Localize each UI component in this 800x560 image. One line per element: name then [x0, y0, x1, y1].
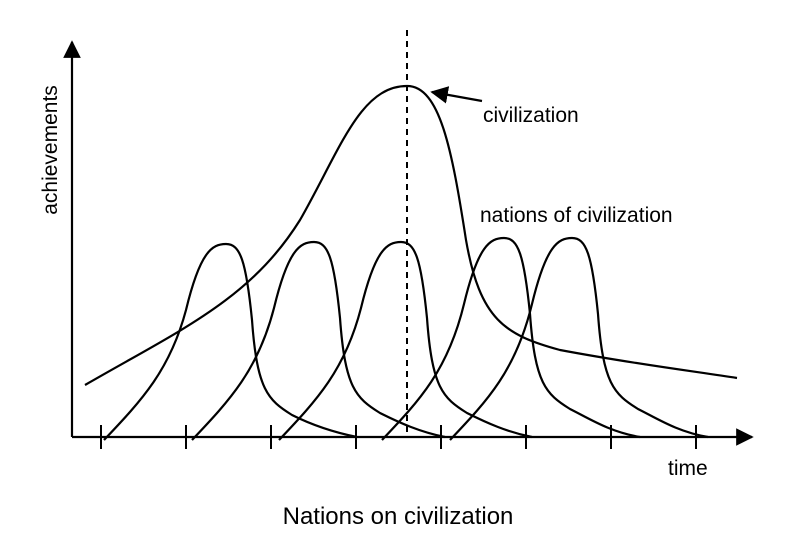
nation-curve: [191, 240, 446, 441]
nations-label: nations of civilization: [480, 204, 673, 227]
nation-curve: [381, 236, 641, 441]
caption: Nations on civilization: [283, 503, 514, 530]
x-axis-label: time: [668, 457, 708, 480]
nation-curve: [103, 242, 358, 441]
civilization-label: civilization: [483, 104, 579, 127]
y-axis-label: achievements: [39, 85, 62, 215]
pointer-arrow: [430, 86, 483, 104]
civilization-curve: [84, 84, 738, 386]
nation-curve: [278, 240, 533, 441]
nation-curves: [103, 236, 709, 441]
nation-curve: [449, 236, 709, 441]
